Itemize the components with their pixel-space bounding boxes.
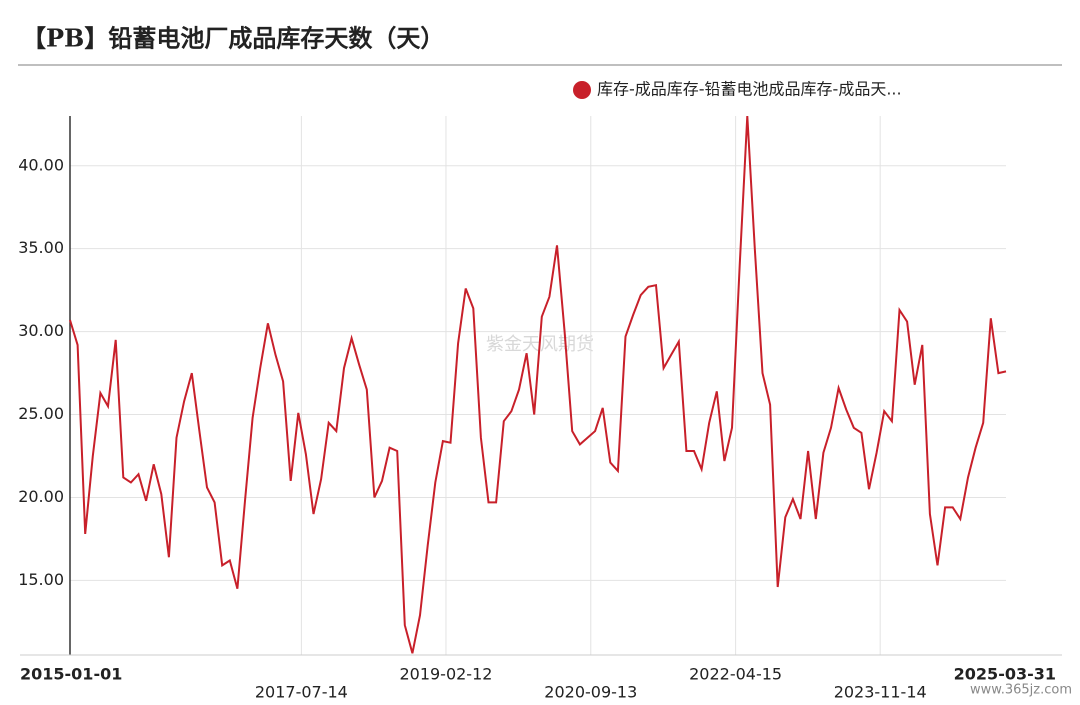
x-tick-label: 2020-09-13 — [544, 683, 637, 702]
legend-label: 库存-成品库存-铅蓄电池成品库存-成品天... — [597, 80, 902, 99]
y-tick-label: 30.00 — [18, 321, 64, 340]
footer: www.365jz.com — [970, 683, 1072, 698]
x-tick-label: 2015-01-01 — [20, 665, 122, 684]
y-tick-label: 25.00 — [18, 404, 64, 423]
x-tick-label: 2017-07-14 — [255, 683, 348, 702]
y-tick-label: 40.00 — [18, 155, 64, 174]
legend-marker — [573, 81, 591, 99]
x-tick-label: 2025-03-31 — [954, 665, 1056, 684]
x-tick-label: 2019-02-12 — [399, 665, 492, 684]
y-tick-label: 15.00 — [18, 570, 64, 589]
x-tick-label: 2023-11-14 — [834, 683, 927, 702]
data-line — [69, 115, 1007, 654]
y-tick-label: 35.00 — [18, 238, 64, 257]
x-tick-label: 2022-04-15 — [689, 665, 782, 684]
y-tick-label: 20.00 — [18, 487, 64, 506]
chart-title: 【PB】铅蓄电池厂成品库存天数（天） — [22, 24, 444, 53]
